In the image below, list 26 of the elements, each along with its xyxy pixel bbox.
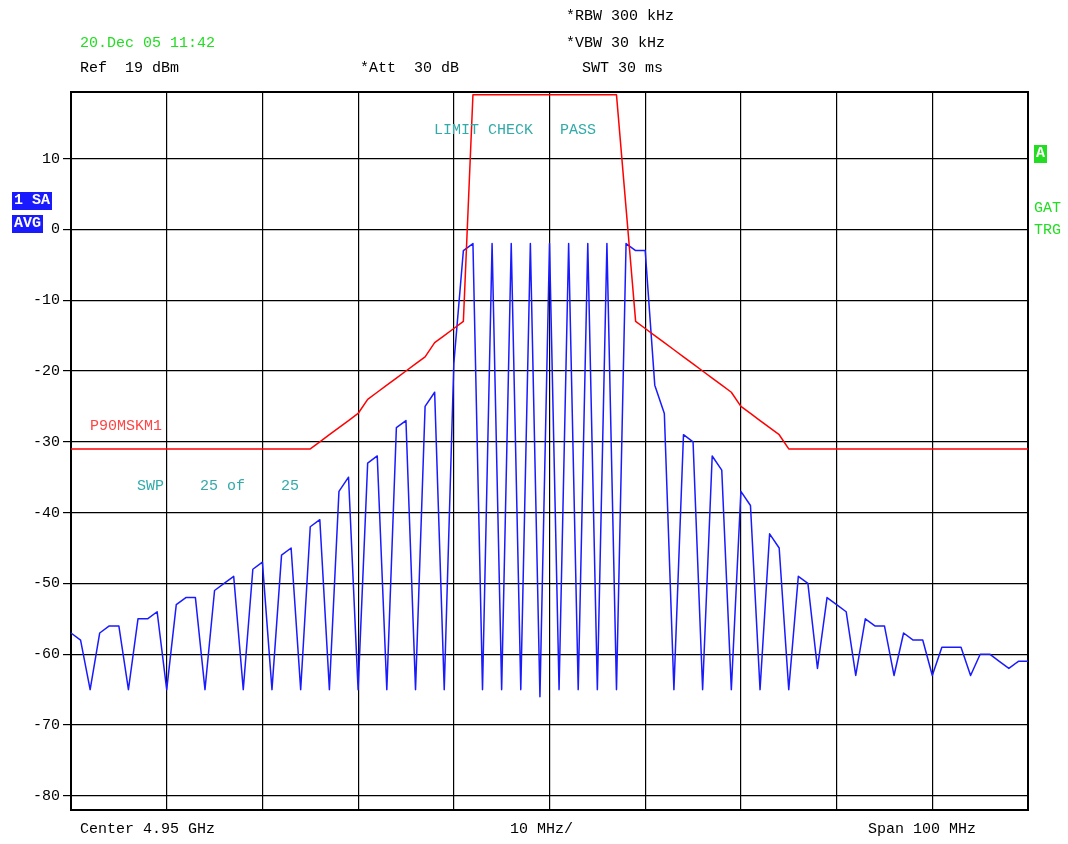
text: 1 SA — [12, 192, 53, 210]
annotation: P90MSKM1 — [90, 418, 163, 436]
y-tick-label: -50 — [32, 575, 60, 593]
y-tick-label: 0 — [50, 221, 60, 239]
y-tick-label: -70 — [32, 717, 60, 734]
text: AVG — [12, 215, 44, 233]
text: Ref 19 dBm — [80, 60, 180, 78]
text: Span 100 MHz — [868, 821, 977, 839]
text: TRG — [1034, 222, 1062, 240]
y-tick-label: -40 — [32, 504, 60, 522]
text: *VBW 30 kHz — [566, 35, 666, 53]
text: *Att 30 dB — [360, 60, 460, 78]
annotation: SWP 25 of 25 — [137, 478, 300, 496]
text: SWT 30 ms — [582, 60, 664, 78]
text: A — [1034, 145, 1048, 163]
text: 20.Dec 05 11:42 — [80, 35, 216, 53]
y-tick-label: -20 — [32, 362, 60, 380]
y-tick-label: -10 — [32, 292, 60, 310]
text: Center 4.95 GHz — [80, 821, 216, 839]
y-tick-label: 10 — [41, 150, 60, 168]
text: *RBW 300 kHz — [566, 8, 675, 26]
y-tick-label: -80 — [32, 787, 60, 805]
y-tick-label: -60 — [32, 646, 60, 664]
y-tick-label: -30 — [32, 433, 60, 451]
text: GAT — [1034, 200, 1062, 218]
text: 10 MHz/ — [510, 821, 574, 839]
